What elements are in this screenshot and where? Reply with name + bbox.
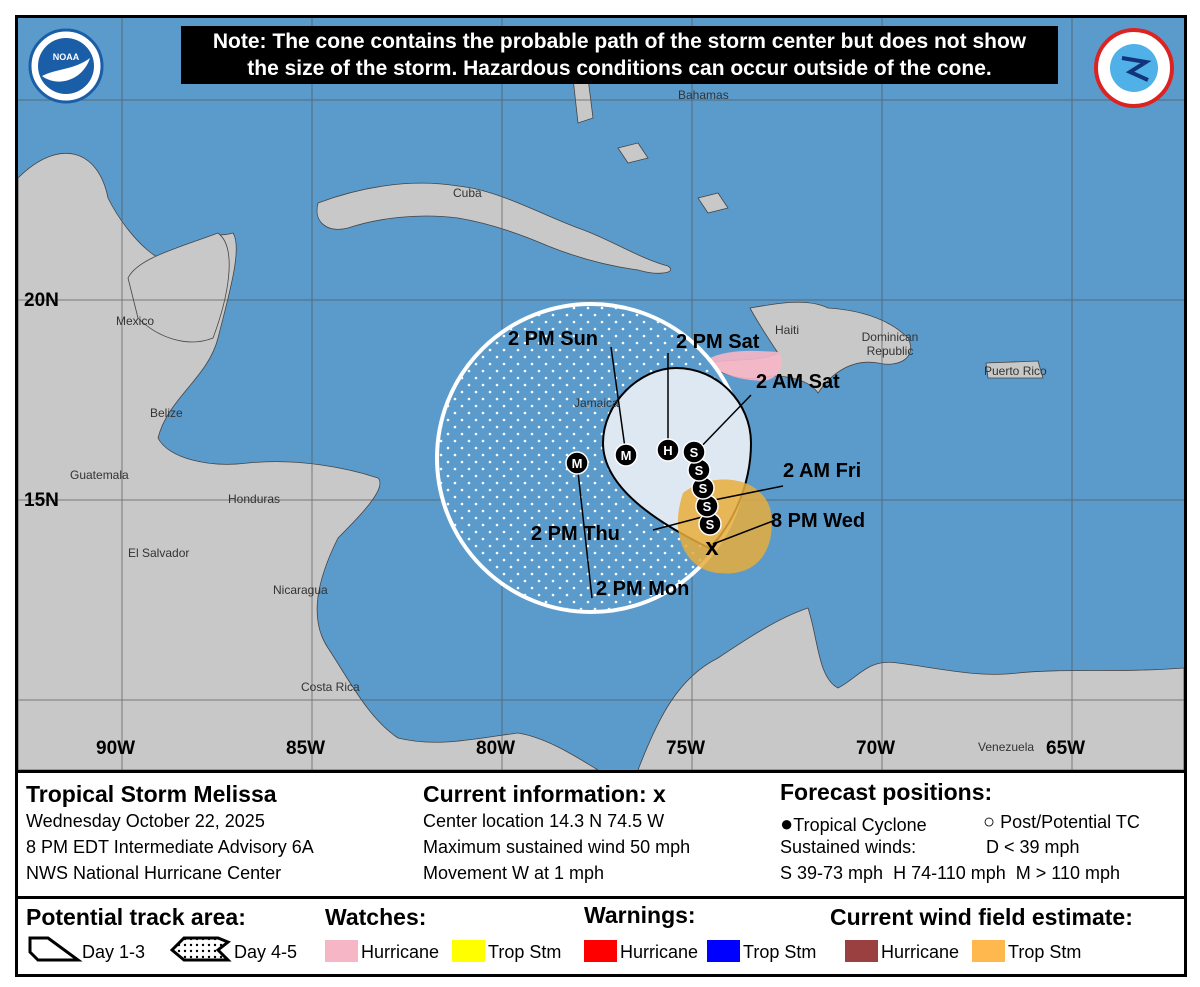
wind-field-title: Current wind field estimate: xyxy=(830,904,1133,930)
label-2am-sat: 2 AM Sat xyxy=(756,371,840,393)
storm-title: Tropical Storm Melissa xyxy=(26,781,277,807)
swatch-watch-hurricane xyxy=(325,940,358,962)
storm-date: Wednesday October 22, 2025 xyxy=(26,811,265,831)
swatch-warn-hurricane xyxy=(584,940,617,962)
label-mexico: Mexico xyxy=(116,314,155,328)
sustained-winds-label: Sustained winds: xyxy=(780,837,917,857)
forecast-point-label: S xyxy=(690,445,699,460)
label-venezuela: Venezuela xyxy=(978,740,1035,754)
lon-85w: 85W xyxy=(286,738,326,759)
label-leaders xyxy=(576,346,784,599)
yucatan xyxy=(127,232,230,343)
track-area-title: Potential track area: xyxy=(26,904,246,930)
current-info-title: Current information: x xyxy=(423,781,666,807)
wind-d: D < 39 mph xyxy=(986,837,1080,857)
movement: Movement W at 1 mph xyxy=(423,863,605,883)
swatch-watch-ts xyxy=(452,940,485,962)
label-cuba: Cuba xyxy=(453,186,482,200)
forecast-point-label: H xyxy=(663,443,672,458)
svg-text:NOAA: NOAA xyxy=(53,52,80,62)
forecast-point xyxy=(656,438,680,462)
label-puerto-rico: Puerto Rico xyxy=(984,364,1047,378)
watches-title: Watches: xyxy=(325,904,427,930)
forecast-point xyxy=(682,440,706,464)
grid xyxy=(18,18,1184,770)
puerto-rico xyxy=(985,360,1044,379)
info-panel: Tropical Storm Melissa Wednesday October… xyxy=(18,770,1184,899)
label-el-salvador: El Salvador xyxy=(128,546,190,560)
watch-hurricane-label: Hurricane xyxy=(361,942,440,962)
forecast-point-label: S xyxy=(706,517,715,532)
lon-75w: 75W xyxy=(666,738,706,759)
legend: Potential track area: Day 1-3 Day 4-5 Wa… xyxy=(18,896,1184,974)
lon-70w: 70W xyxy=(856,738,896,759)
forecast-point-label: S xyxy=(703,499,712,514)
label-2am-fri: 2 AM Fri xyxy=(783,460,862,482)
warn-ts-label: Trop Stm xyxy=(743,942,817,962)
day-4-5-icon xyxy=(170,936,232,962)
label-guatemala: Guatemala xyxy=(70,468,129,482)
lon-65w: 65W xyxy=(1046,738,1086,759)
label-belize: Belize xyxy=(150,406,183,420)
watch-ts-label: Trop Stm xyxy=(488,942,562,962)
cuba xyxy=(316,182,671,274)
label-jamaica: Jamaica xyxy=(574,396,619,410)
label-2pm-thu: 2 PM Thu xyxy=(531,523,620,545)
forecast-point-label: S xyxy=(699,481,708,496)
label-2pm-sun: 2 PM Sun xyxy=(508,328,599,350)
label-bahamas: Bahamas xyxy=(678,88,729,102)
label-2pm-mon: 2 PM Mon xyxy=(596,578,690,600)
forecast-point-label: M xyxy=(621,448,632,463)
storm-source: NWS National Hurricane Center xyxy=(26,863,282,883)
label-costa-rica: Costa Rica xyxy=(301,680,360,694)
lon-90w: 90W xyxy=(96,738,136,759)
swatch-warn-ts xyxy=(707,940,740,962)
south-america xyxy=(637,607,1184,770)
storm-advisory: 8 PM EDT Intermediate Advisory 6A xyxy=(26,837,314,857)
wind-hurricane-label: Hurricane xyxy=(881,942,960,962)
day-1-3-label: Day 1-3 xyxy=(82,942,146,962)
wind-ts-label: Trop Stm xyxy=(1008,942,1082,962)
warnings-title: Warnings: xyxy=(584,902,696,928)
lat-15n: 15N xyxy=(24,490,59,511)
filled-circle-icon: ● xyxy=(780,811,794,836)
label-8pm-wed: 8 PM Wed xyxy=(771,510,866,532)
forecast-title: Forecast positions: xyxy=(780,779,993,805)
legend-tropical-cyclone: ●Tropical Cyclone xyxy=(780,811,927,836)
center-location: Center location 14.3 N 74.5 W xyxy=(423,811,665,831)
lon-80w: 80W xyxy=(476,738,516,759)
open-circle-icon: ○ xyxy=(983,811,996,833)
forecast-point xyxy=(614,443,638,467)
day-1-3-icon xyxy=(28,936,83,962)
cone-note: Note: The cone contains the probable pat… xyxy=(181,26,1058,84)
wind-shm: S 39-73 mph H 74-110 mph M > 110 mph xyxy=(780,863,1121,883)
lat-20n: 20N xyxy=(24,290,59,311)
swatch-wind-ts xyxy=(972,940,1005,962)
label-dominican-republic: Dominican Republic xyxy=(861,330,919,358)
legend-post-potential-tc: ○ Post/Potential TC xyxy=(983,811,1140,833)
forecast-point-label: M xyxy=(572,456,583,471)
hurricane-watch-area xyxy=(706,350,783,381)
forecast-point xyxy=(565,451,589,475)
forecast-point-label: S xyxy=(695,463,704,478)
current-position-marker: x xyxy=(705,534,719,561)
label-haiti: Haiti xyxy=(775,323,800,337)
noaa-logo: NOAA xyxy=(28,28,104,104)
label-2pm-sat: 2 PM Sat xyxy=(676,331,760,353)
nws-logo xyxy=(1094,28,1174,108)
label-nicaragua: Nicaragua xyxy=(273,583,328,597)
label-honduras: Honduras xyxy=(228,492,281,506)
swatch-wind-hurricane xyxy=(845,940,878,962)
warn-hurricane-label: Hurricane xyxy=(620,942,699,962)
day-4-5-label: Day 4-5 xyxy=(234,942,298,962)
max-wind: Maximum sustained wind 50 mph xyxy=(423,837,691,857)
